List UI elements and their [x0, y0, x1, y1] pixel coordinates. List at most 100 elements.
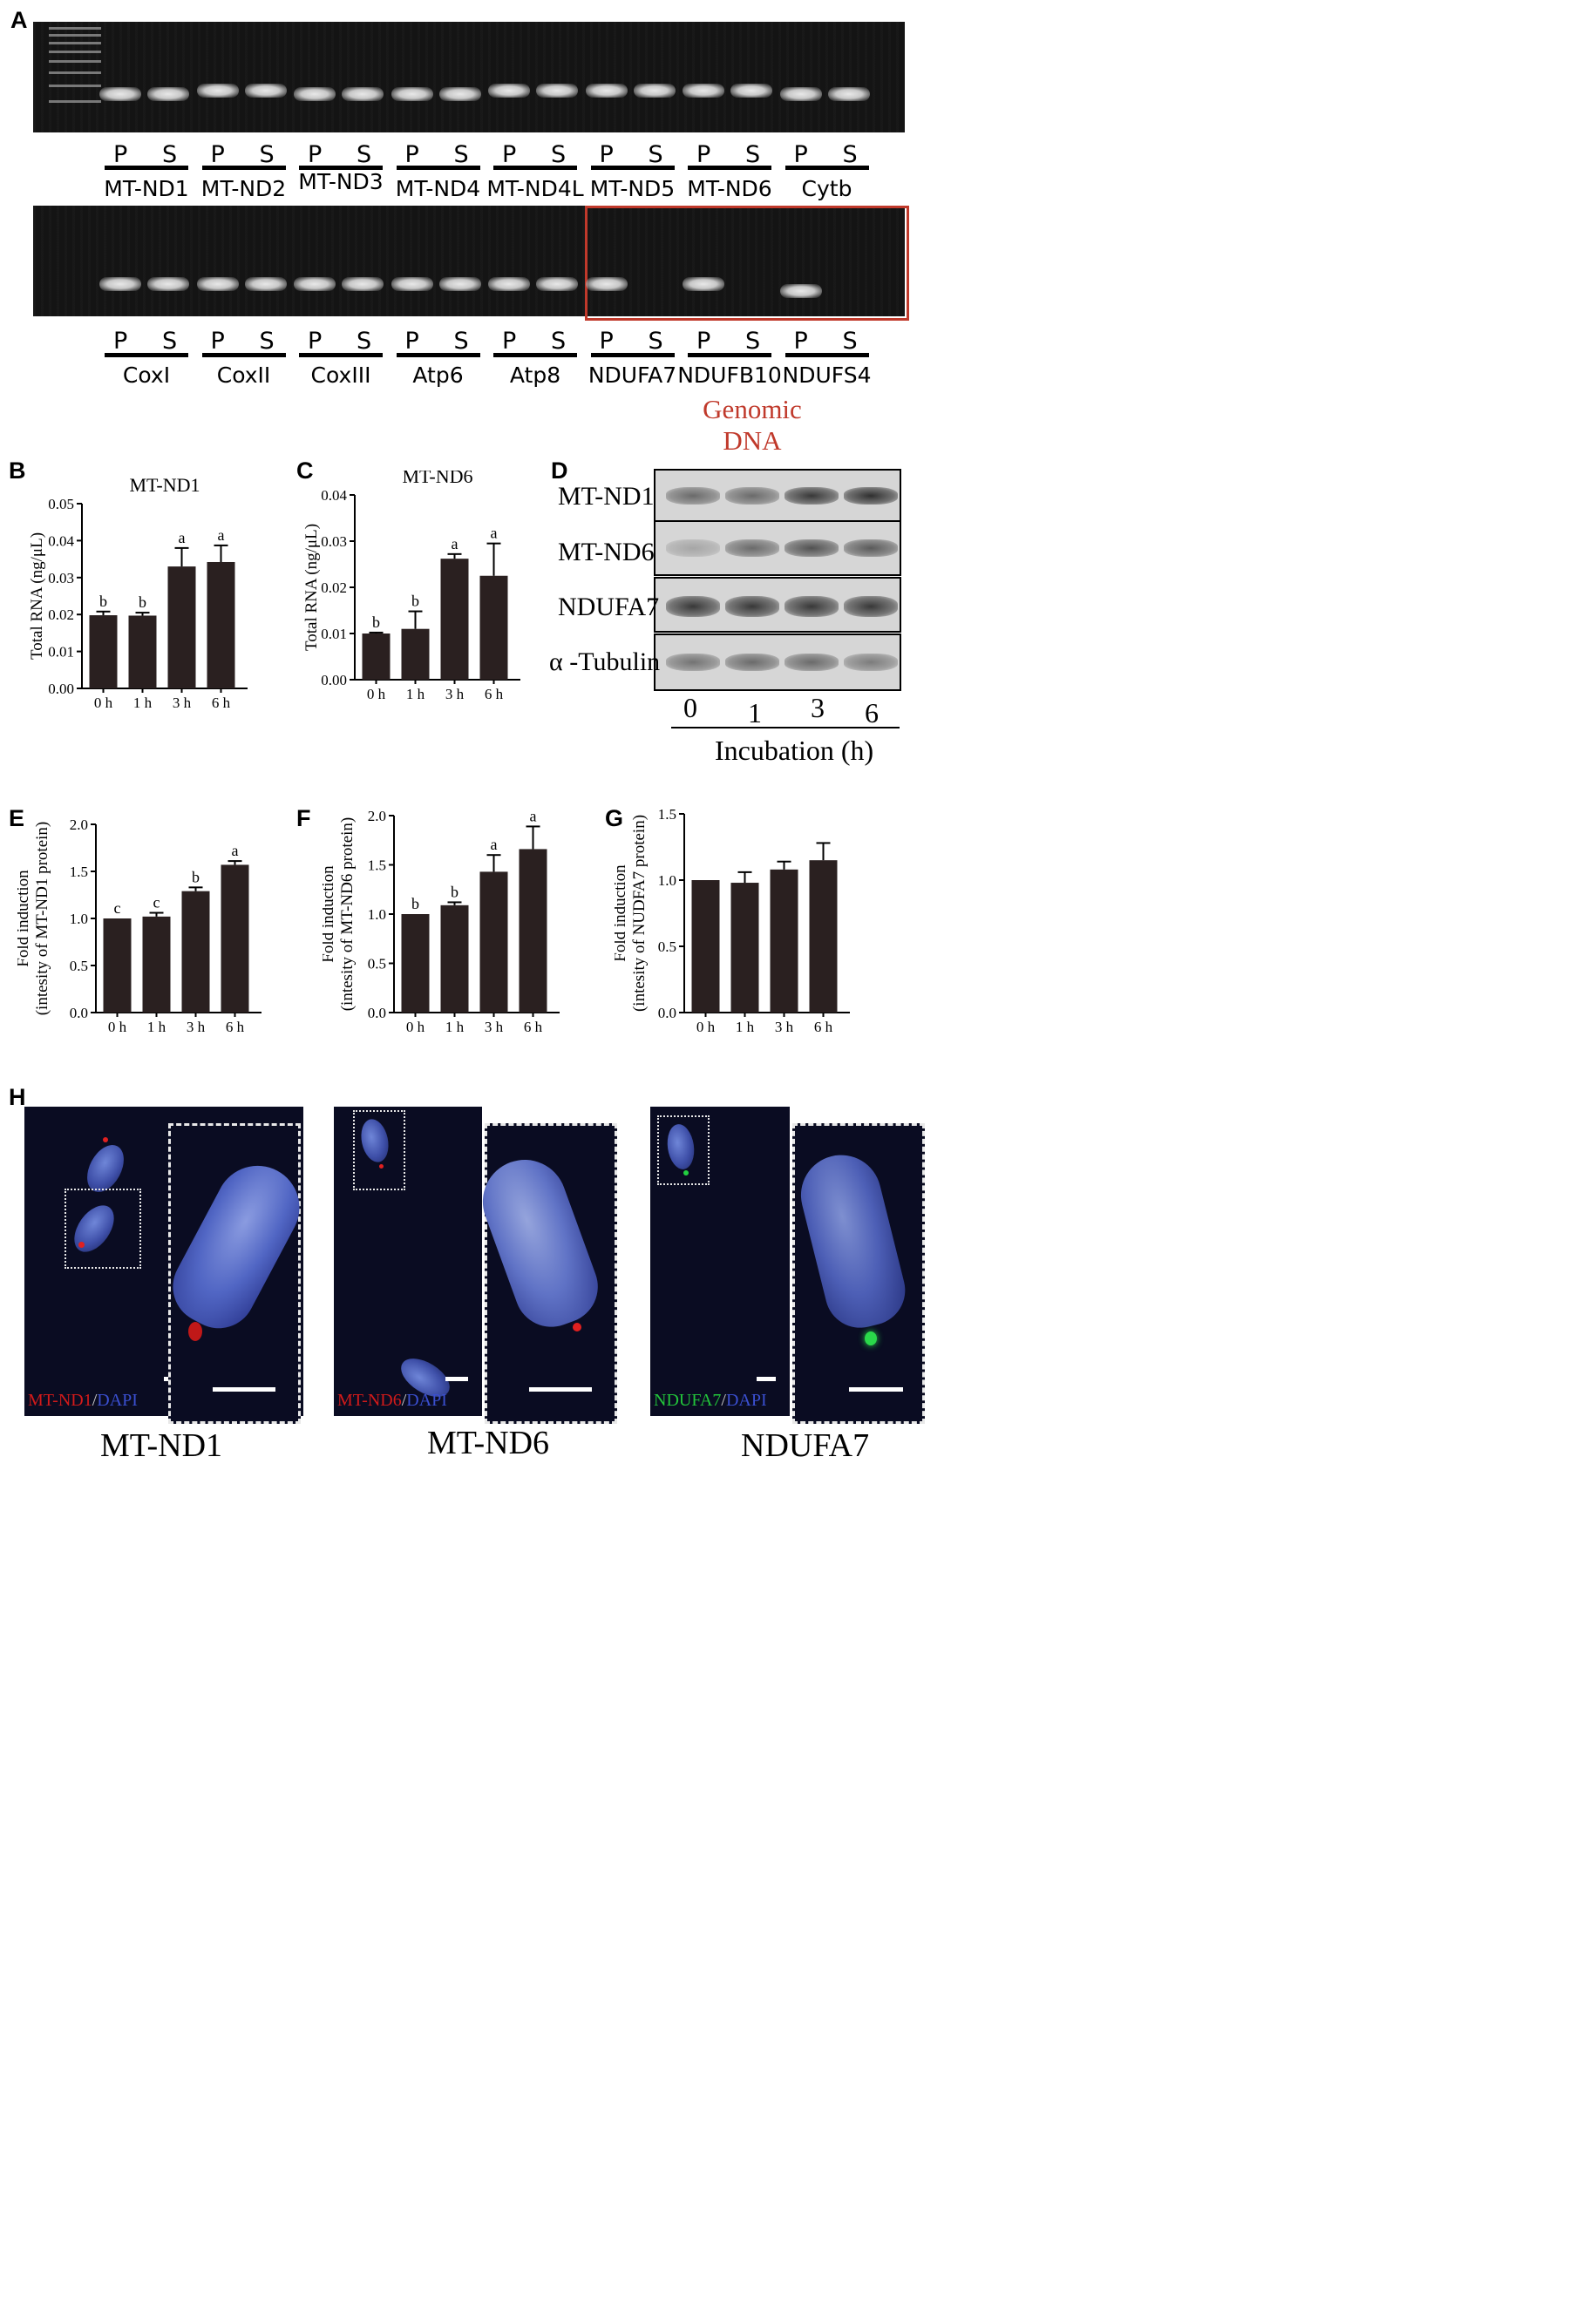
y-tick-label: 0.00	[321, 672, 347, 688]
gene-label: NDUFS4	[782, 362, 872, 388]
y-tick-label: 1.5	[70, 864, 88, 880]
blot-row-label: NDUFA7	[558, 593, 660, 621]
gel-band	[536, 277, 578, 291]
lane-group-line	[396, 166, 480, 170]
lane-group-line	[688, 166, 771, 170]
x-tick-label: 3 h	[775, 1019, 794, 1035]
y-tick-label: 0.02	[48, 606, 74, 623]
x-tick-label: 1 h	[147, 1019, 166, 1035]
lane-group-line	[105, 166, 188, 170]
blot-row-label: α -Tubulin	[549, 647, 661, 676]
x-tick-label: 6 h	[226, 1019, 245, 1035]
gel-band	[779, 284, 822, 298]
stain-separator: /	[92, 1391, 98, 1410]
panel-label-a: A	[10, 7, 28, 33]
bar	[440, 559, 469, 680]
blot-band	[844, 486, 898, 505]
lane-label-p: P	[210, 141, 225, 168]
gel-band	[683, 277, 724, 291]
blot-band	[784, 539, 839, 557]
panel-label-e: E	[9, 805, 25, 831]
gel-band	[342, 87, 384, 101]
lane-group-line	[784, 353, 869, 357]
bar	[730, 883, 759, 1013]
lane-group-line	[493, 353, 577, 357]
x-tick-label: 0 h	[406, 1019, 425, 1035]
y-axis-label: Fold induction	[17, 870, 32, 967]
incubation-axis-line	[671, 727, 900, 728]
bar	[181, 891, 210, 1013]
gel-band	[294, 277, 336, 291]
bar	[519, 849, 547, 1013]
gel-band	[147, 87, 189, 101]
gel-band	[294, 87, 336, 101]
y-tick-label: 2.0	[368, 808, 386, 824]
blot-band	[725, 654, 779, 671]
y-axis-label: (intesity of NUDFA7 protein)	[630, 815, 649, 1012]
blot-band	[784, 486, 839, 505]
blot-band	[725, 539, 779, 557]
gel-band	[99, 87, 141, 101]
gene-label: NDUFB10	[677, 362, 782, 388]
significance-letter: b	[411, 593, 419, 610]
stain-label-b: DAPI	[97, 1391, 138, 1410]
significance-letter: a	[179, 529, 186, 546]
y-tick-label: 0.0	[70, 1005, 88, 1021]
gel-image-row1	[33, 22, 905, 132]
significance-letter: a	[232, 842, 239, 859]
micro-caption-ndufa7: NDUFA7	[741, 1427, 870, 1464]
significance-letter: b	[411, 895, 419, 912]
bar	[167, 566, 196, 688]
y-axis-label: (intesity of MT-ND1 protein)	[33, 822, 51, 1016]
inset-mt-nd6	[471, 1123, 617, 1424]
gel-band	[438, 87, 481, 101]
lane-label-p: P	[793, 328, 808, 355]
lane-label-p: P	[696, 328, 711, 355]
y-tick-label: 0.5	[70, 958, 88, 974]
stain-label-b: DAPI	[725, 1391, 767, 1410]
y-tick-label: 1.0	[368, 906, 386, 923]
bar-chart-b: 0.00 0.01 0.02 0.03 0.04 0.05 Total RNA (ng/μL…	[28, 474, 248, 711]
blot-band	[784, 654, 839, 671]
y-axis-label: Total RNA (ng/μL)	[302, 524, 321, 651]
lane-group-line	[201, 353, 286, 357]
y-tick-label: 0.01	[48, 644, 74, 661]
significance-letter: a	[491, 836, 498, 853]
blot-row-label: MT-ND6	[558, 538, 655, 566]
bar	[809, 860, 838, 1013]
gel-band	[438, 277, 481, 291]
lane-label-p: P	[210, 328, 225, 355]
x-tick-label: 0 h	[94, 694, 113, 711]
gene-label: CoxI	[122, 362, 171, 388]
lane-label-p: P	[502, 328, 517, 355]
bar-chart-g: 0.0 0.5 1.0 1.5 Fold induction (intesity of N…	[615, 806, 850, 1035]
bar	[103, 918, 132, 1013]
panel-label-f: F	[296, 805, 311, 831]
lane-label-s: S	[259, 328, 275, 355]
y-tick-label: 1.5	[368, 857, 386, 874]
blot-band	[844, 654, 898, 671]
bar	[221, 864, 249, 1013]
gel-band	[147, 277, 189, 291]
lane-group-line	[201, 166, 286, 170]
chart-title: MT-ND6	[402, 471, 472, 487]
panel-label-d: D	[551, 457, 568, 484]
bar	[128, 615, 157, 688]
lane-label-s: S	[648, 328, 663, 355]
chart-title: MT-ND1	[129, 474, 200, 496]
y-tick-label: 0.00	[48, 681, 74, 697]
blot-band	[666, 486, 720, 505]
lane-label-p: P	[308, 141, 323, 168]
gel-band	[585, 277, 628, 291]
panel-label-c: C	[296, 457, 314, 484]
blot-band	[784, 596, 839, 617]
lane-label-p: P	[502, 141, 517, 168]
gel-band	[244, 277, 287, 291]
bar	[479, 575, 508, 680]
genomic-dna-label: Genomic DNA	[703, 394, 802, 456]
y-tick-label: 0.04	[321, 487, 347, 504]
x-tick-label: 0 h	[367, 686, 386, 702]
lane-label-p: P	[404, 328, 419, 355]
lane-label-p: P	[308, 328, 323, 355]
blot-strip	[654, 634, 901, 691]
